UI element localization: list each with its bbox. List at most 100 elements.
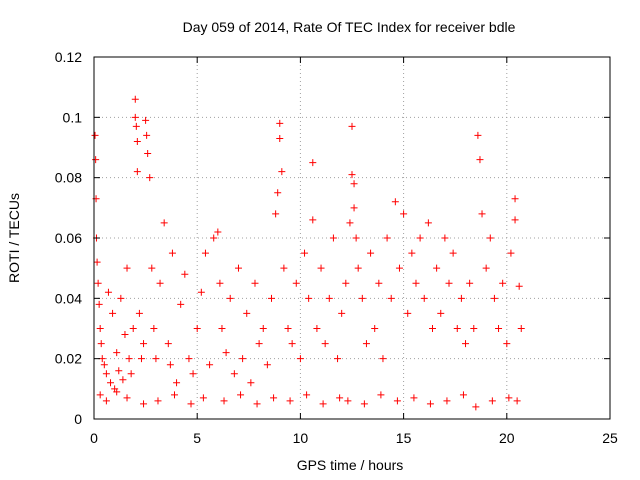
- data-point: [383, 234, 391, 242]
- x-tick-label: 25: [602, 430, 618, 446]
- data-point: [119, 376, 127, 384]
- data-point: [466, 279, 474, 287]
- data-point: [344, 397, 352, 405]
- data-point: [280, 264, 288, 272]
- chart-title: Day 059 of 2014, Rate Of TEC Index for r…: [183, 19, 516, 35]
- data-point: [140, 400, 148, 408]
- data-point: [474, 131, 482, 139]
- data-point: [117, 294, 125, 302]
- data-point: [325, 294, 333, 302]
- data-point: [91, 131, 99, 139]
- y-tick-label: 0: [74, 411, 82, 427]
- data-point: [486, 234, 494, 242]
- data-point: [102, 397, 110, 405]
- data-point: [309, 216, 317, 224]
- data-point: [115, 367, 123, 375]
- data-point: [218, 325, 226, 332]
- data-point: [379, 355, 387, 363]
- data-point: [453, 325, 461, 332]
- data-point: [393, 397, 401, 405]
- data-point: [507, 249, 515, 257]
- y-tick-label: 0.02: [55, 351, 82, 367]
- data-point: [154, 397, 162, 405]
- data-point: [160, 219, 168, 227]
- data-point: [177, 300, 185, 308]
- data-point: [408, 249, 416, 257]
- data-point: [350, 180, 358, 188]
- y-tick-label: 0.08: [55, 170, 82, 186]
- data-point: [187, 400, 195, 408]
- data-point: [321, 340, 329, 348]
- data-point: [185, 355, 193, 363]
- data-point: [433, 264, 441, 272]
- x-tick-label: 0: [90, 430, 98, 446]
- data-point: [336, 394, 344, 402]
- data-point: [352, 234, 360, 242]
- data-point: [263, 361, 271, 369]
- data-point: [222, 349, 230, 357]
- data-point: [441, 234, 449, 242]
- data-point: [515, 282, 523, 290]
- data-point: [113, 349, 121, 357]
- data-point: [206, 361, 214, 369]
- x-tick-label: 15: [396, 430, 412, 446]
- data-point: [142, 116, 150, 124]
- data-point: [400, 210, 408, 218]
- data-point: [488, 397, 496, 405]
- data-point: [482, 264, 490, 272]
- data-point: [150, 325, 158, 332]
- data-point: [358, 294, 366, 302]
- data-point: [420, 294, 428, 302]
- data-point: [181, 270, 189, 278]
- data-point: [511, 195, 519, 203]
- data-point: [412, 279, 420, 287]
- data-point: [301, 249, 309, 257]
- data-point: [94, 279, 102, 287]
- data-point: [140, 340, 148, 348]
- data-point: [505, 394, 513, 402]
- data-point: [237, 391, 245, 399]
- data-point: [226, 294, 234, 302]
- data-point: [93, 258, 101, 266]
- data-point: [334, 355, 342, 363]
- data-point: [132, 122, 140, 130]
- data-point: [499, 279, 507, 287]
- data-point: [137, 355, 145, 363]
- data-point: [243, 309, 251, 317]
- data-point: [107, 379, 115, 387]
- data-point: [360, 400, 368, 408]
- data-point: [144, 150, 152, 158]
- data-point: [239, 355, 247, 363]
- data-point: [495, 325, 503, 332]
- data-point: [354, 264, 362, 272]
- data-point: [511, 216, 519, 224]
- data-point: [329, 234, 337, 242]
- data-point: [131, 95, 139, 103]
- data-point: [109, 309, 117, 317]
- data-point: [348, 171, 356, 179]
- data-point: [102, 370, 110, 378]
- data-point: [125, 355, 133, 363]
- data-point: [462, 340, 470, 348]
- data-point: [148, 264, 156, 272]
- y-tick-label: 0.06: [55, 230, 82, 246]
- data-point: [346, 219, 354, 227]
- data-point: [313, 325, 321, 332]
- data-point: [123, 264, 131, 272]
- data-point: [317, 264, 325, 272]
- axis-ticks: [93, 56, 611, 420]
- data-point: [296, 355, 304, 363]
- data-point: [274, 189, 282, 197]
- data-point: [247, 379, 255, 387]
- data-point: [170, 391, 178, 399]
- y-axis-label: ROTI / TECUs: [6, 193, 22, 283]
- data-point: [210, 234, 218, 242]
- data-point: [156, 279, 164, 287]
- data-point: [459, 391, 467, 399]
- data-point: [286, 397, 294, 405]
- data-point: [166, 361, 174, 369]
- data-point: [220, 397, 228, 405]
- data-point: [288, 340, 296, 348]
- y-tick-label: 0.04: [55, 290, 82, 306]
- data-point: [367, 249, 375, 257]
